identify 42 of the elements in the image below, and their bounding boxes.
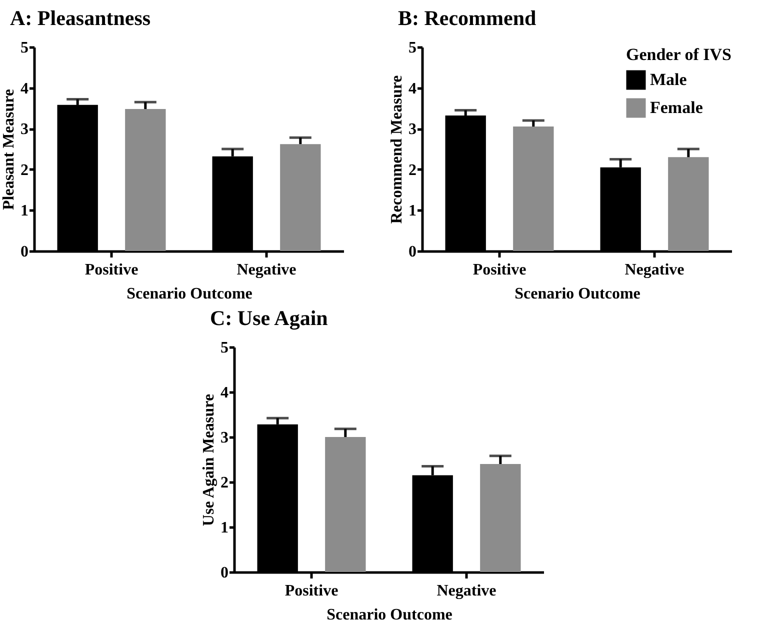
- y-tick-label: 4: [408, 80, 416, 98]
- x-tick-label: Positive: [84, 262, 138, 278]
- y-tick-label: 2: [220, 474, 228, 492]
- y-tick-label: 0: [220, 564, 228, 582]
- y-tick-label: 1: [20, 202, 28, 220]
- y-tick-label: 0: [20, 244, 28, 260]
- y-axis-title: Pleasant Measure: [0, 88, 18, 210]
- x-axis-title: Scenario Outcome: [126, 286, 252, 302]
- bar: [513, 126, 554, 251]
- x-tick-label: Negative: [624, 262, 684, 278]
- y-tick-label: 1: [220, 520, 228, 536]
- y-axis-title: Use Again Measure: [200, 394, 218, 526]
- y-tick-label: 1: [408, 202, 416, 220]
- x-axis-title: Scenario Outcome: [326, 606, 452, 624]
- y-tick-label: 3: [20, 121, 28, 138]
- y-tick-label: 5: [20, 40, 28, 56]
- legend-title: Gender of IVS: [626, 45, 732, 64]
- y-tick-label: 3: [408, 121, 416, 138]
- bar: [125, 109, 166, 251]
- y-tick-label: 4: [220, 384, 228, 402]
- y-axis-title: Recommend Measure: [388, 75, 406, 224]
- chart-title: C: Use Again: [210, 306, 328, 330]
- y-tick-label: 4: [20, 80, 28, 98]
- x-tick-label: Negative: [436, 582, 496, 600]
- bar: [325, 437, 366, 572]
- legend-label: Male: [650, 70, 688, 89]
- y-tick-label: 2: [408, 162, 416, 179]
- y-tick-label: 5: [408, 40, 416, 56]
- y-tick-label: 5: [220, 340, 228, 356]
- y-tick-label: 2: [20, 162, 28, 179]
- chart-title: A: Pleasantness: [10, 6, 151, 30]
- y-tick-label: 3: [220, 430, 228, 446]
- bar: [480, 464, 521, 572]
- chart-title: B: Recommend: [398, 6, 537, 30]
- y-tick-label: 0: [408, 244, 416, 260]
- bar: [668, 157, 709, 251]
- bar: [280, 144, 321, 251]
- x-tick-label: Positive: [284, 582, 338, 600]
- x-tick-label: Negative: [236, 262, 296, 278]
- x-axis-title: Scenario Outcome: [514, 286, 640, 302]
- legend-label: Female: [650, 98, 704, 117]
- x-tick-label: Positive: [472, 262, 526, 278]
